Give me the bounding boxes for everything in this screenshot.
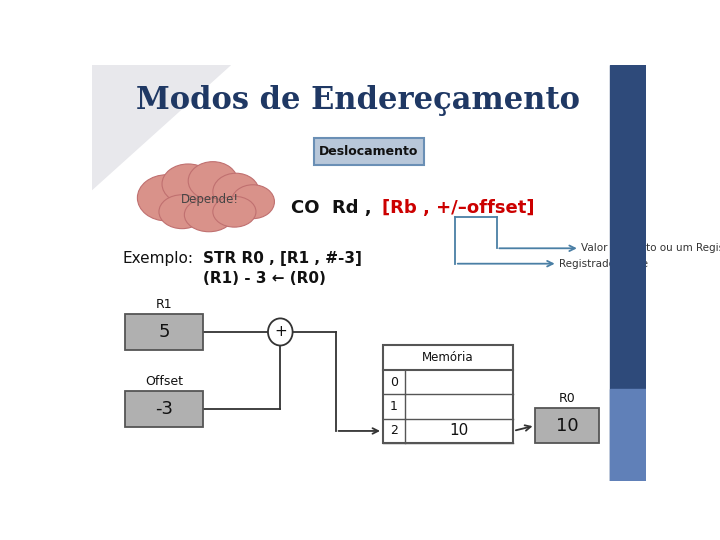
Text: Deslocamento: Deslocamento [319,145,419,158]
Text: 10: 10 [449,423,469,438]
Ellipse shape [138,175,196,221]
Ellipse shape [231,185,274,219]
Bar [125,391,203,427]
Bar [314,138,425,165]
Text: Valor Absoluto ou um Registrador: Valor Absoluto ou um Registrador [581,244,720,253]
Text: Offset: Offset [145,375,183,388]
Text: 2: 2 [390,424,398,437]
Bar [610,65,647,481]
Text: 0: 0 [390,376,398,389]
Ellipse shape [162,164,215,204]
Ellipse shape [268,319,292,346]
Text: (R1) - 3 ← (R0): (R1) - 3 ← (R0) [203,272,325,286]
Text: -3: -3 [155,400,173,418]
Text: R1: R1 [156,298,172,311]
Polygon shape [92,65,230,190]
Text: [Rb , +/–offset]: [Rb , +/–offset] [382,199,535,217]
Bar [125,314,203,349]
Ellipse shape [213,197,256,227]
Ellipse shape [184,198,233,232]
Bar [383,346,513,443]
Ellipse shape [159,195,205,228]
Text: CO  Rd ,: CO Rd , [292,199,384,217]
Text: Registrador Base: Registrador Base [559,259,647,269]
Ellipse shape [188,161,238,200]
Text: 10: 10 [556,416,578,435]
Text: R0: R0 [559,392,575,405]
Text: +: + [274,323,287,339]
Text: 1: 1 [390,400,398,413]
Text: Depende!: Depende! [181,193,239,206]
Text: Exemplo:: Exemplo: [122,251,193,266]
Text: STR R0 , [R1 , #-3]: STR R0 , [R1 , #-3] [203,251,361,266]
Ellipse shape [213,173,259,210]
Bar [535,408,599,443]
Text: 5: 5 [158,323,170,341]
Bar [610,389,647,481]
Text: Memória: Memória [422,351,474,364]
Text: Modos de Endereçamento: Modos de Endereçamento [136,85,580,116]
